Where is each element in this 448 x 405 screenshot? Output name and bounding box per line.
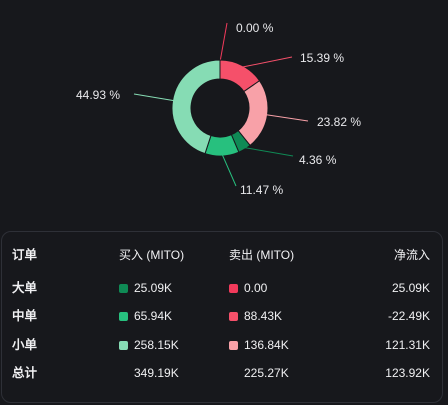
sell-cell: 88.43K [229, 306, 282, 326]
sell-value: 0.00 [244, 281, 268, 295]
header-net-inflow: 净流入 [393, 248, 430, 262]
slice-label: 0.00 % [236, 21, 274, 35]
buy-swatch [119, 284, 128, 293]
buy-value: 258.15K [134, 338, 179, 352]
total-net-value: 123.92K [385, 366, 430, 380]
total-sell-value: 225.27K [244, 366, 289, 380]
table-row-medium: 中单 65.94K 88.43K -22.49K [2, 306, 442, 326]
sell-cell: 0.00 [229, 278, 267, 298]
header-sell: 卖出 (MITO) [229, 248, 295, 262]
sell-cell: 136.84K [229, 335, 289, 355]
order-flow-table: 订单 买入 (MITO) 卖出 (MITO) 净流入 大单 25.09K 0.0… [1, 231, 443, 403]
slice-leader-line [133, 93, 175, 102]
slice-leader-line [219, 22, 228, 63]
slice-label: 4.36 % [299, 153, 337, 167]
sell-swatch [229, 284, 238, 293]
header-buy: 买入 (MITO) [119, 248, 185, 262]
header-order: 订单 [12, 248, 38, 262]
total-buy-value: 349.19K [134, 366, 179, 380]
row-label: 小单 [12, 338, 38, 352]
buy-swatch [119, 341, 128, 350]
row-label: 大单 [12, 281, 38, 295]
sell-value: 88.43K [244, 309, 283, 323]
slice-leader-line [221, 153, 237, 187]
net-value: 25.09K [391, 281, 430, 295]
buy-value: 65.94K [134, 309, 173, 323]
buy-cell: 65.94K [119, 306, 172, 326]
slice-label: 44.93 % [76, 88, 120, 102]
sell-swatch [229, 341, 238, 350]
slice-label: 23.82 % [317, 115, 361, 129]
slice-leader-line [265, 114, 309, 122]
buy-value: 25.09K [134, 281, 173, 295]
table-row-small: 小单 258.15K 136.84K 121.31K [2, 335, 442, 355]
table-header-row: 订单 买入 (MITO) 卖出 (MITO) 净流入 [2, 245, 442, 265]
donut-chart: 0.00 % 15.39 % 23.82 % 4.36 % 11.47 % 44.93 % [76, 21, 361, 197]
buy-swatch [119, 312, 128, 321]
net-value: -22.49K [387, 309, 430, 323]
sell-value: 136.84K [244, 338, 289, 352]
row-label: 总计 [12, 366, 38, 380]
buy-cell: 258.15K [119, 335, 179, 355]
sell-swatch [229, 312, 238, 321]
slice-leader-line [243, 146, 294, 157]
donut-slice [171, 59, 221, 155]
table-row-total: 总计 349.19K 225.27K 123.92K [2, 363, 442, 383]
slice-leader-line [241, 56, 293, 68]
slice-label: 15.39 % [300, 51, 344, 65]
slice-label: 11.47 % [240, 183, 283, 197]
table-row-large: 大单 25.09K 0.00 25.09K [2, 278, 442, 298]
row-label: 中单 [12, 309, 38, 323]
net-value: 121.31K [385, 338, 430, 352]
buy-cell: 25.09K [119, 278, 172, 298]
